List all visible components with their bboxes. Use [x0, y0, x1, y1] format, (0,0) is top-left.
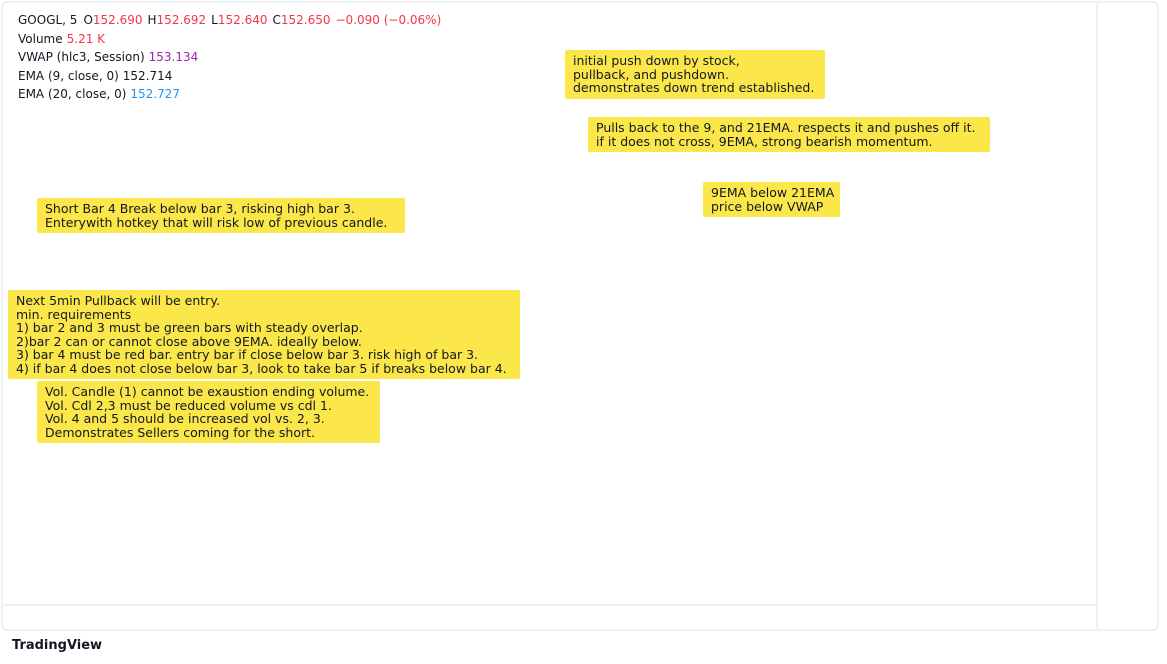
ohlc-key: H: [147, 13, 157, 27]
annotation-line: price below VWAP: [711, 198, 824, 214]
legend: GOOGL, 5 O152.690 H152.692 L152.640 C152.650…: [18, 11, 441, 104]
ohlc-key: C: [272, 13, 281, 27]
legend-row: Volume 5.21 K: [18, 30, 441, 49]
ohlc-value: 152.640: [217, 13, 268, 27]
chart-frame: [1, 1, 1159, 631]
indicator-value: 5.21 K: [66, 31, 106, 46]
annotation: Vol. Candle (1) cannot be exaustion endi…: [37, 381, 380, 443]
annotation-line: Pulls back to the 9, and 21EMA. respects…: [596, 120, 976, 135]
annotation-line: if it does not cross, 9EMA, strong beari…: [596, 133, 933, 149]
annotation-line: initial push down by stock,: [573, 53, 740, 68]
annotation-line: Short Bar 4 Break below bar 3, risking h…: [45, 201, 355, 216]
symbol: GOOGL, 5: [18, 13, 78, 27]
indicator-name: Volume: [18, 31, 63, 46]
annotation-line: 3) bar 4 must be red bar. entry bar if c…: [16, 347, 479, 362]
ohlc-value: 152.650: [280, 13, 331, 27]
annotation-line: 4) if bar 4 does not close below bar 3, …: [16, 360, 507, 376]
indicator-value: 152.727: [130, 87, 181, 101]
annotation-line: Vol. 4 and 5 should be increased vol vs.…: [45, 411, 325, 426]
legend-row: EMA (20, close, 0) 152.727: [18, 85, 441, 104]
annotation-line: Next 5min Pullback will be entry.: [16, 293, 220, 308]
ohlc-key: O: [83, 13, 93, 27]
annotation-line: demonstrates down trend established.: [573, 80, 815, 95]
brand: TradingView: [12, 638, 103, 653]
annotation-line: Vol. Cdl 2,3 must be reduced volume vs c…: [45, 397, 332, 413]
indicator-value: 153.134: [148, 50, 199, 64]
ohlc-key: L: [211, 13, 218, 27]
annotation-line: 9EMA below 21EMA: [711, 185, 835, 200]
annotation-line: Demonstrates Sellers coming for the shor…: [45, 424, 315, 440]
annotation: Short Bar 4 Break below bar 3, risking h…: [37, 198, 405, 233]
annotation-line: Enterywith hotkey that will risk low of …: [45, 214, 388, 230]
indicator-name: EMA (20, close, 0): [18, 87, 127, 101]
legend-row: VWAP (hlc3, Session) 153.134: [18, 48, 441, 67]
legend-row: EMA (9, close, 0) 152.714: [18, 67, 441, 86]
annotation: Pulls back to the 9, and 21EMA. respects…: [588, 117, 990, 152]
indicator-value: 152.714: [122, 68, 173, 83]
indicator-name: EMA (9, close, 0): [18, 68, 119, 83]
legend-row: GOOGL, 5 O152.690 H152.692 L152.640 C152.650…: [18, 11, 441, 30]
change: −0.090 (−0.06%): [335, 13, 442, 27]
ohlc-value: 152.692: [156, 13, 207, 27]
annotation: initial push down by stock, pullback, and…: [565, 50, 825, 99]
annotation-line: 1) bar 2 and 3 must be green bars with s…: [16, 320, 363, 335]
annotation-line: min. requirements: [16, 306, 132, 322]
annotation-line: 2)bar 2 can or cannot close above 9EMA. …: [16, 333, 362, 349]
indicator-name: VWAP (hlc3, Session): [18, 50, 145, 64]
annotation: 9EMA below 21EMA price below VWAP: [703, 182, 840, 217]
annotation-line: pullback, and pushdown.: [573, 66, 729, 82]
annotation-line: Vol. Candle (1) cannot be exaustion endi…: [45, 384, 370, 399]
ohlc-value: 152.690: [92, 13, 143, 27]
annotation: Next 5min Pullback will be entry. min. re…: [8, 290, 520, 379]
